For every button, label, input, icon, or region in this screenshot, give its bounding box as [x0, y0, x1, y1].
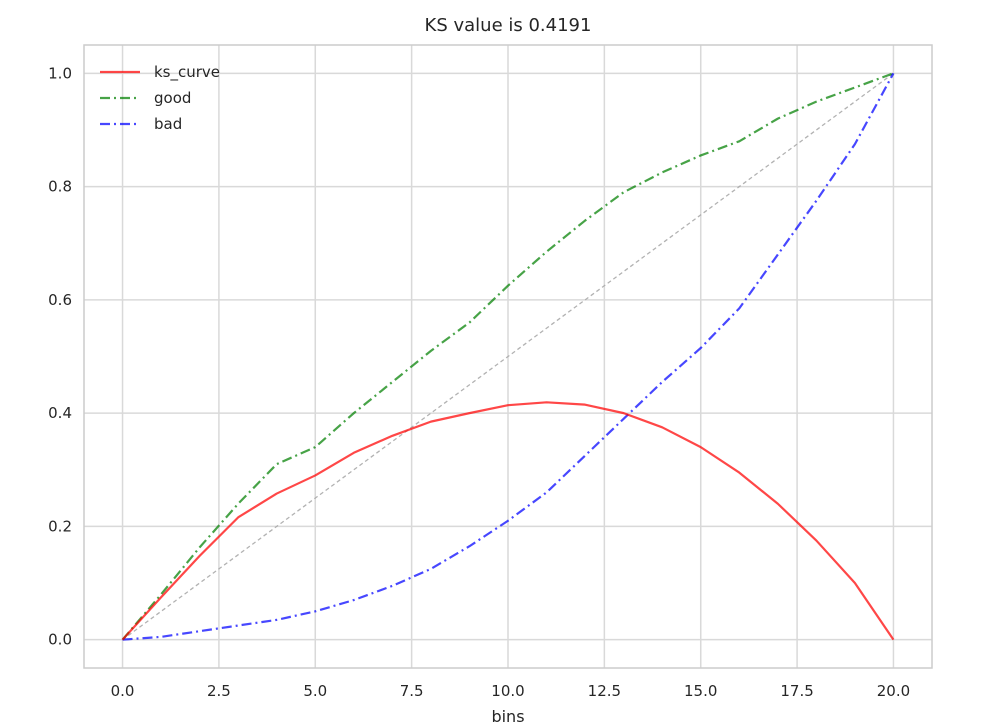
x-axis-label: bins [491, 707, 524, 726]
plot-frame [83, 44, 933, 669]
y-tick-label: 0.6 [48, 291, 72, 309]
x-tick-label: 7.5 [400, 682, 424, 700]
y-tick-labels: 0.0 0.2 0.4 0.6 0.8 1.0 [48, 64, 72, 648]
x-tick-label: 12.5 [588, 682, 621, 700]
y-tick-label: 0.2 [48, 517, 72, 535]
grid [84, 45, 932, 668]
x-tick-label: 5.0 [303, 682, 327, 700]
y-tick-label: 1.0 [48, 64, 72, 82]
y-tick-label: 0.4 [48, 404, 72, 422]
legend-label-ks-curve: ks_curve [154, 63, 220, 82]
chart-title: KS value is 0.4191 [425, 15, 592, 36]
x-tick-labels: 0.0 2.5 5.0 7.5 10.0 12.5 15.0 17.5 20.0 [111, 682, 911, 700]
x-tick-label: 10.0 [491, 682, 524, 700]
x-tick-label: 2.5 [207, 682, 231, 700]
series-line-ks-curve [121, 401, 895, 641]
series-layer [121, 72, 895, 641]
x-tick-label: 20.0 [877, 682, 910, 700]
y-tick-label: 0.8 [48, 178, 72, 196]
x-tick-label: 17.5 [780, 682, 813, 700]
series-line-good [121, 72, 894, 641]
x-tick-label: 15.0 [684, 682, 717, 700]
reference-diagonal-line [122, 72, 894, 641]
legend-label-good: good [154, 89, 191, 107]
y-tick-label: 0.0 [48, 631, 72, 649]
series-line-bad [122, 72, 895, 641]
legend-label-bad: bad [154, 115, 182, 133]
x-tick-label: 0.0 [111, 682, 135, 700]
